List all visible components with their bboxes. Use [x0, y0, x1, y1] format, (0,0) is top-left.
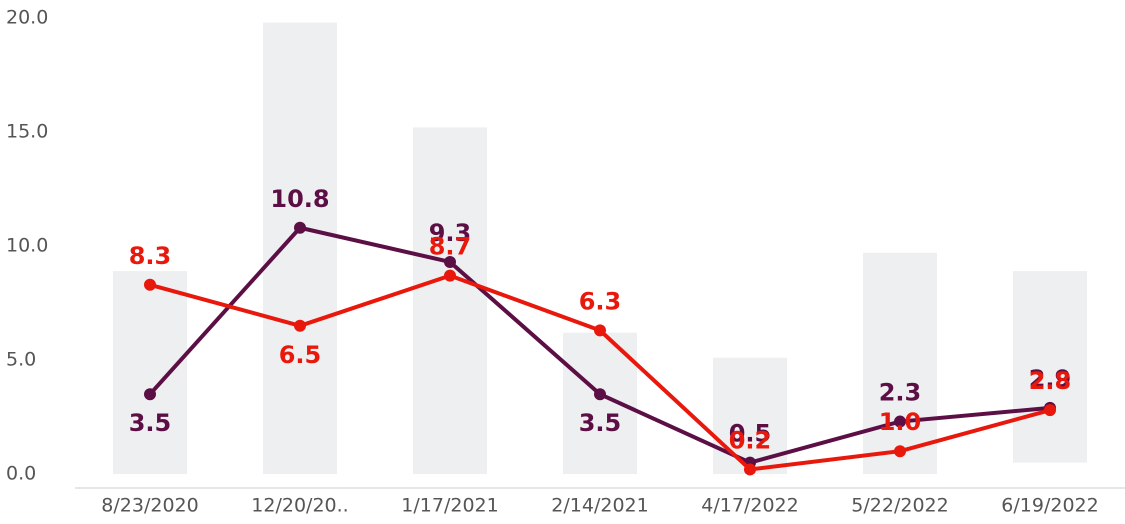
y-tick-label: 20.0: [6, 7, 48, 29]
point: [1044, 404, 1056, 417]
value-label: 0.5: [729, 420, 772, 448]
point: [444, 255, 456, 268]
range-bar: [863, 252, 937, 474]
point: [594, 388, 606, 401]
value-label: 10.8: [270, 185, 329, 213]
point: [894, 415, 906, 428]
x-tick-label: 12/20/20..: [251, 495, 348, 517]
point: [444, 269, 456, 282]
x-tick-label: 4/17/2022: [701, 495, 798, 517]
point: [144, 388, 156, 401]
value-label: 8.7: [429, 233, 472, 261]
y-tick-label: 5.0: [6, 349, 36, 371]
x-tick-label: 2/14/2021: [551, 495, 648, 517]
value-label: 9.3: [429, 219, 472, 247]
value-label: 1.0: [879, 408, 922, 436]
value-label: 3.5: [129, 409, 172, 437]
x-tick-label: 5/22/2022: [851, 495, 948, 517]
value-label: 2.3: [879, 379, 922, 407]
range-bar: [113, 271, 187, 474]
range-bar: [1013, 271, 1087, 463]
value-label: 2.9: [1029, 365, 1072, 393]
point: [894, 445, 906, 458]
point: [744, 463, 756, 476]
value-label: 0.2: [729, 426, 772, 454]
point: [594, 324, 606, 337]
x-tick-label: 6/19/2022: [1001, 495, 1098, 517]
range-bar: [263, 22, 337, 475]
point: [144, 278, 156, 291]
y-tick-label: 10.0: [6, 235, 48, 257]
value-label: 8.3: [129, 242, 172, 270]
x-tick-label: 8/23/2020: [101, 495, 198, 517]
point: [294, 221, 306, 234]
value-label: 6.5: [279, 341, 322, 369]
point: [294, 319, 306, 332]
y-tick-label: 0.0: [6, 463, 36, 485]
x-tick-label: 1/17/2021: [401, 495, 498, 517]
y-tick-label: 15.0: [6, 121, 48, 143]
value-label: 2.8: [1029, 367, 1072, 395]
value-label: 6.3: [579, 287, 622, 315]
value-label: 3.5: [579, 409, 622, 437]
range-bar: [413, 127, 487, 474]
